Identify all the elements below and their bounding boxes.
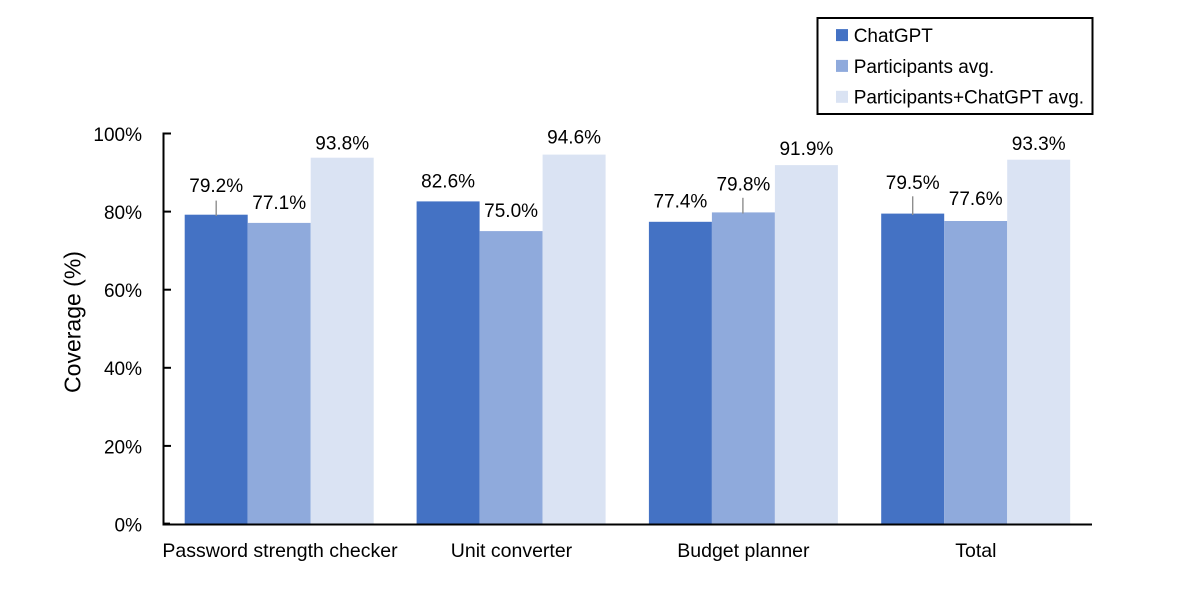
svg-text:Total: Total [955,540,996,562]
svg-text:79.5%: 79.5% [886,173,940,194]
svg-text:ChatGPT: ChatGPT [854,26,934,47]
svg-text:Participants avg.: Participants avg. [854,57,994,78]
svg-text:82.6%: 82.6% [421,172,475,193]
svg-text:91.9%: 91.9% [779,139,833,160]
svg-text:77.4%: 77.4% [653,192,707,213]
svg-text:100%: 100% [93,125,142,146]
svg-text:93.3%: 93.3% [1012,134,1066,155]
svg-text:60%: 60% [104,281,142,302]
svg-text:40%: 40% [104,359,142,380]
svg-text:20%: 20% [104,437,142,458]
svg-text:0%: 0% [115,515,143,536]
svg-text:Budget planner: Budget planner [677,540,810,562]
svg-text:77.6%: 77.6% [949,189,1003,210]
svg-text:94.6%: 94.6% [547,128,601,149]
svg-text:79.8%: 79.8% [716,175,770,196]
svg-text:77.1%: 77.1% [252,193,306,214]
svg-text:Coverage (%): Coverage (%) [60,251,86,393]
svg-text:79.2%: 79.2% [189,176,243,197]
svg-text:93.8%: 93.8% [315,134,369,155]
svg-text:Unit converter: Unit converter [451,540,573,562]
svg-text:Password strength checker: Password strength checker [162,540,398,562]
svg-text:Participants+ChatGPT avg.: Participants+ChatGPT avg. [854,88,1084,109]
svg-text:80%: 80% [104,203,142,224]
svg-text:75.0%: 75.0% [484,201,538,222]
